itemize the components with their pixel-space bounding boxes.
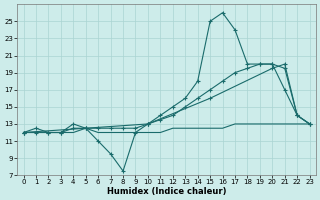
X-axis label: Humidex (Indice chaleur): Humidex (Indice chaleur) xyxy=(107,187,226,196)
